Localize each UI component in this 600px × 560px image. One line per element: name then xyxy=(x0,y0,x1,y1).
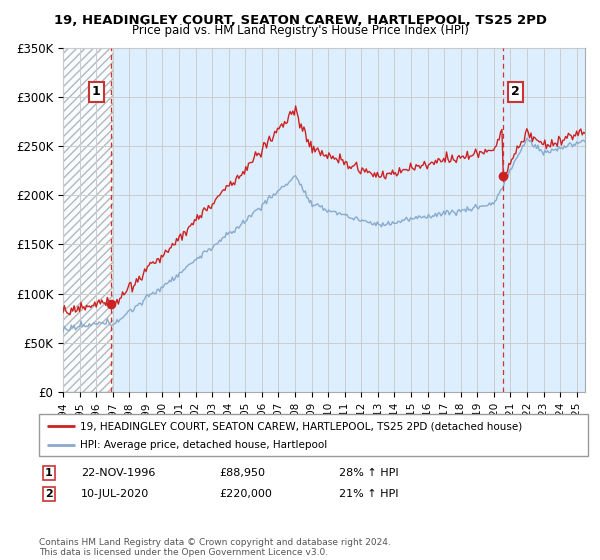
Text: 22-NOV-1996: 22-NOV-1996 xyxy=(81,468,155,478)
FancyBboxPatch shape xyxy=(39,414,588,456)
Text: 19, HEADINGLEY COURT, SEATON CAREW, HARTLEPOOL, TS25 2PD: 19, HEADINGLEY COURT, SEATON CAREW, HART… xyxy=(53,14,547,27)
Text: £88,950: £88,950 xyxy=(219,468,265,478)
Text: 2: 2 xyxy=(45,489,53,499)
Text: Contains HM Land Registry data © Crown copyright and database right 2024.
This d: Contains HM Land Registry data © Crown c… xyxy=(39,538,391,557)
Text: HPI: Average price, detached house, Hartlepool: HPI: Average price, detached house, Hart… xyxy=(80,440,328,450)
Bar xyxy=(63,48,113,392)
Text: 28% ↑ HPI: 28% ↑ HPI xyxy=(339,468,398,478)
Text: 1: 1 xyxy=(92,85,101,99)
Text: 10-JUL-2020: 10-JUL-2020 xyxy=(81,489,149,499)
Text: 19, HEADINGLEY COURT, SEATON CAREW, HARTLEPOOL, TS25 2PD (detached house): 19, HEADINGLEY COURT, SEATON CAREW, HART… xyxy=(80,421,523,431)
Text: 2: 2 xyxy=(511,85,520,99)
Text: 21% ↑ HPI: 21% ↑ HPI xyxy=(339,489,398,499)
Text: 1: 1 xyxy=(45,468,53,478)
Text: £220,000: £220,000 xyxy=(219,489,272,499)
Text: Price paid vs. HM Land Registry's House Price Index (HPI): Price paid vs. HM Land Registry's House … xyxy=(131,24,469,37)
